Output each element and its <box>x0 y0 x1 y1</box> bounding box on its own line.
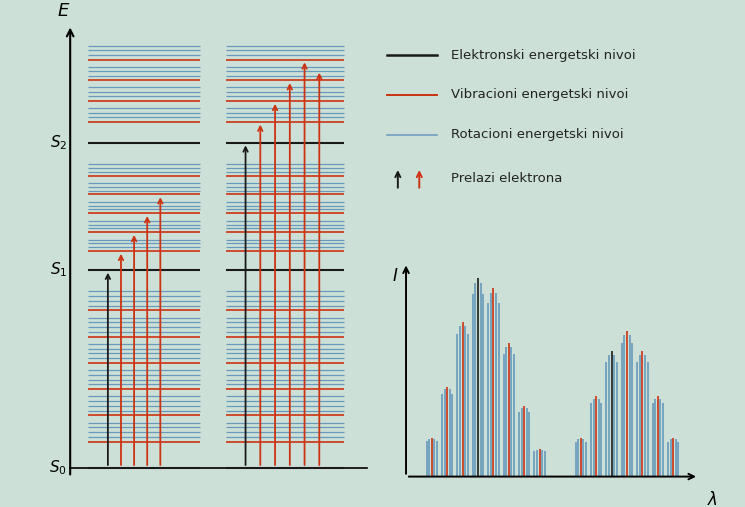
Text: $S_0$: $S_0$ <box>49 458 67 477</box>
Text: $E$: $E$ <box>57 2 70 20</box>
Text: $S_1$: $S_1$ <box>49 261 67 279</box>
Text: Prelazi elektrona: Prelazi elektrona <box>451 172 562 186</box>
Text: Elektronski energetski nivoi: Elektronski energetski nivoi <box>451 49 636 62</box>
Text: $I$: $I$ <box>392 267 399 284</box>
Text: $S_2$: $S_2$ <box>50 133 67 152</box>
Text: $\lambda$: $\lambda$ <box>706 491 717 507</box>
Text: Vibracioni energetski nivoi: Vibracioni energetski nivoi <box>451 88 629 101</box>
Text: Rotacioni energetski nivoi: Rotacioni energetski nivoi <box>451 128 624 141</box>
